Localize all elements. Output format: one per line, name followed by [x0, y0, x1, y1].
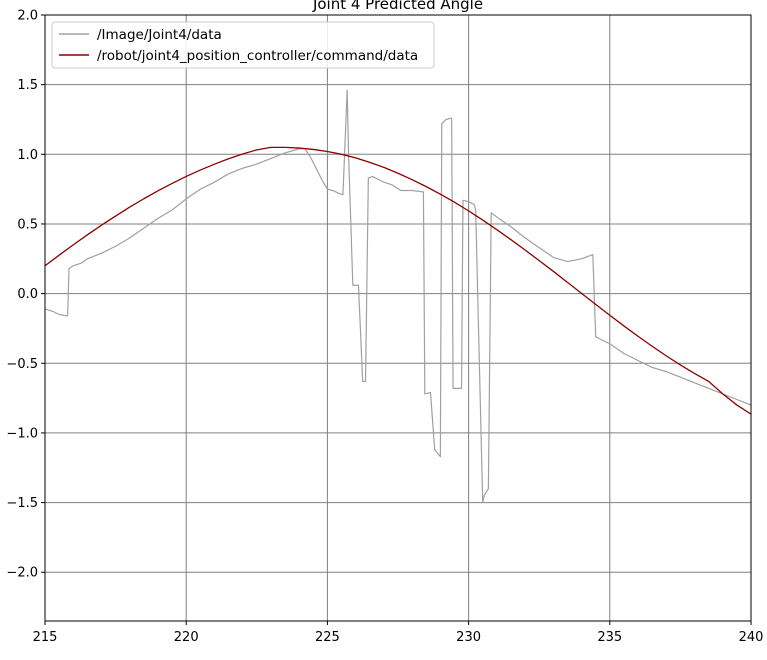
chart-title: Joint 4 Predicted Angle: [312, 0, 483, 13]
x-tick-label: 225: [315, 630, 340, 645]
series-layer: [44, 89, 752, 504]
y-axis: −2.0 −1.5 −1.0 −0.5 0.0 0.5 1.0 1.5 2.0: [6, 9, 45, 581]
series-line-1: [44, 89, 752, 504]
y-tick-label: −2.0: [6, 566, 38, 581]
x-tick-label: 220: [174, 630, 199, 645]
legend: /Image/Joint4/data/robot/joint4_position…: [51, 21, 435, 69]
legend-label: /Image/Joint4/data: [97, 27, 222, 43]
x-tick-label: 235: [597, 630, 622, 645]
y-tick-label: 0.0: [17, 287, 38, 302]
y-tick-label: −1.5: [6, 496, 38, 511]
y-tick-label: 1.5: [17, 78, 38, 93]
y-tick-label: 1.0: [17, 148, 38, 163]
x-tick-label: 230: [456, 630, 481, 645]
legend-label: /robot/joint4_position_controller/comman…: [97, 48, 418, 64]
y-tick-label: −0.5: [6, 357, 38, 372]
x-tick-label: 240: [739, 630, 764, 645]
y-tick-label: 0.5: [17, 217, 38, 232]
plot-area-frame: [44, 14, 752, 622]
x-axis: 215 220 225 230 235 240: [33, 621, 764, 645]
x-tick-label: 215: [33, 630, 58, 645]
legend-box: [51, 21, 435, 69]
y-tick-label: −1.0: [6, 426, 38, 441]
y-tick-label: 2.0: [17, 9, 38, 24]
series-line-2: [44, 146, 752, 415]
